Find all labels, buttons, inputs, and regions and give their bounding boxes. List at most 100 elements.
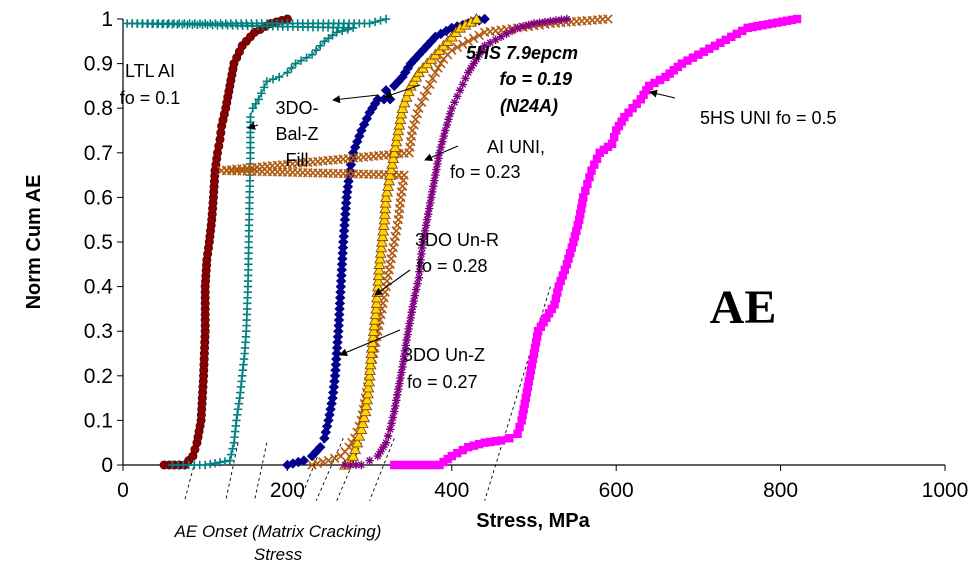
data-point: [530, 343, 540, 353]
data-point: [385, 163, 398, 175]
data-point: [381, 14, 391, 24]
data-point: [560, 265, 570, 275]
data-point: [329, 453, 340, 464]
data-point: [587, 166, 596, 175]
data-point: [540, 17, 550, 27]
data-point: [335, 275, 347, 287]
data-point: [438, 137, 447, 146]
data-point: [394, 384, 403, 394]
data-point: [531, 338, 541, 347]
data-point: [347, 449, 360, 461]
data-point: [518, 410, 527, 420]
data-point: [539, 318, 548, 327]
data-point: [410, 291, 420, 300]
data-point: [544, 309, 554, 318]
data-point: [397, 368, 406, 377]
data-point: [575, 215, 584, 224]
data-point: [743, 23, 752, 33]
data-point: [227, 450, 236, 459]
data-point: [526, 366, 536, 375]
annotation-n24a-line2: fo = 0.19: [499, 69, 572, 89]
data-point: [332, 28, 341, 37]
data-point: [307, 460, 317, 470]
data-point: [363, 375, 376, 387]
data-point: [410, 460, 419, 470]
data-point: [485, 437, 495, 447]
data-point: [316, 41, 325, 50]
data-point: [399, 351, 409, 361]
annotation-ltl-ai: LTL AI fo = 0.1: [120, 61, 181, 108]
data-point: [298, 455, 310, 466]
data-point: [353, 429, 366, 441]
annotation-un-z: 3DO Un-Z fo = 0.27: [403, 345, 485, 392]
data-point: [390, 407, 399, 416]
data-point: [469, 59, 478, 68]
data-point: [387, 419, 396, 428]
onset-dashed-line: [336, 442, 362, 501]
data-point: [377, 224, 390, 236]
data-point: [410, 114, 421, 125]
data-point: [379, 196, 392, 208]
annotation-ai-uni-line2: fo = 0.23: [450, 162, 521, 182]
data-point: [576, 209, 585, 219]
data-point: [532, 332, 542, 341]
annotation-arrow: [384, 84, 421, 99]
data-point: [400, 90, 413, 102]
data-point: [505, 434, 514, 443]
data-point: [792, 14, 802, 24]
data-point: [291, 59, 300, 68]
data-point: [334, 309, 345, 320]
data-point: [372, 269, 385, 281]
data-point: [453, 448, 462, 458]
data-point: [429, 182, 438, 191]
data-point: [527, 360, 537, 369]
data-point: [414, 273, 424, 282]
data-point: [524, 20, 533, 30]
data-point: [428, 187, 437, 197]
data-point: [430, 67, 441, 78]
data-point: [521, 393, 530, 403]
data-point: [398, 96, 411, 108]
data-point: [738, 26, 747, 36]
axes: [117, 18, 946, 471]
data-point: [590, 160, 599, 169]
data-point: [385, 425, 395, 434]
data-point: [758, 21, 767, 30]
data-point: [402, 335, 411, 345]
x-tick-label: 600: [599, 479, 634, 502]
data-point: [259, 83, 269, 92]
data-point: [399, 357, 408, 366]
data-point: [361, 387, 374, 399]
annotation-arrow: [332, 94, 379, 104]
data-point: [763, 20, 772, 29]
data-point: [624, 108, 633, 117]
data-point: [787, 15, 797, 25]
data-point: [688, 53, 698, 62]
data-point: [384, 168, 397, 180]
data-point: [413, 279, 422, 288]
data-point: [420, 226, 430, 236]
series-0: [159, 14, 292, 470]
data-point: [283, 68, 292, 77]
data-point: [334, 303, 345, 315]
data-point: [573, 221, 582, 230]
data-point: [716, 38, 725, 47]
data-point: [558, 271, 567, 280]
data-point: [372, 94, 384, 105]
data-point: [567, 243, 577, 252]
data-point: [585, 173, 594, 182]
x-axis-title: Stress, MPa: [476, 510, 590, 532]
data-point: [518, 22, 528, 31]
data-point: [424, 204, 434, 213]
data-point: [435, 148, 444, 157]
data-point: [529, 349, 539, 358]
data-point: [201, 460, 210, 470]
data-point: [450, 98, 459, 107]
onset-label-line1: AE Onset (Matrix Cracking): [174, 522, 382, 541]
data-point: [419, 91, 430, 102]
data-point: [475, 439, 484, 449]
data-point: [393, 76, 404, 87]
data-point: [373, 258, 386, 269]
data-point: [427, 73, 438, 84]
